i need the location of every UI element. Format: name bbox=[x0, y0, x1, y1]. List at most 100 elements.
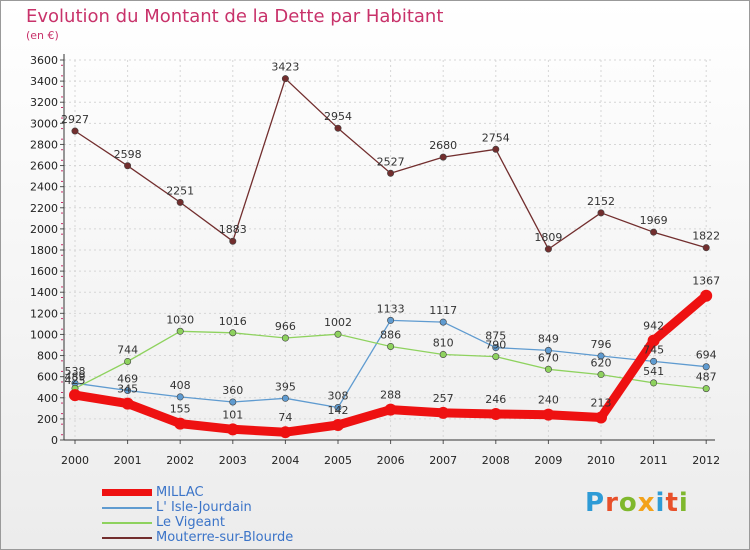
y-tick-label: 1800 bbox=[30, 244, 58, 257]
data-point bbox=[387, 169, 395, 177]
data-label: 308 bbox=[328, 389, 349, 402]
data-label: 796 bbox=[591, 338, 612, 351]
data-point bbox=[281, 334, 289, 342]
data-point bbox=[121, 397, 134, 410]
y-tick-label: 600 bbox=[37, 371, 58, 384]
chart-legend: MILLAC L' Isle-Jourdain Le Vigeant Mouterre… bbox=[102, 485, 293, 545]
data-label: 966 bbox=[275, 320, 296, 333]
y-tick-label: 2400 bbox=[30, 181, 58, 194]
data-point bbox=[650, 379, 658, 387]
data-point bbox=[647, 334, 660, 347]
data-label: 1016 bbox=[219, 315, 247, 328]
data-point bbox=[595, 411, 607, 424]
y-tick-label: 2800 bbox=[30, 138, 58, 151]
x-tick-label: 2005 bbox=[324, 454, 352, 467]
data-label: 1883 bbox=[219, 223, 247, 236]
data-label: 395 bbox=[275, 380, 296, 393]
y-tick-label: 800 bbox=[37, 350, 58, 363]
data-label: 694 bbox=[696, 349, 717, 362]
data-point bbox=[492, 344, 500, 352]
data-point bbox=[334, 330, 342, 338]
data-point bbox=[229, 329, 237, 337]
data-point bbox=[702, 244, 710, 252]
legend-swatch bbox=[102, 521, 152, 524]
data-label: 408 bbox=[170, 379, 191, 392]
unit-label: (en €) bbox=[26, 29, 59, 42]
data-label: 246 bbox=[485, 393, 506, 406]
data-label: 487 bbox=[696, 371, 717, 384]
y-tick-label: 2600 bbox=[30, 160, 58, 173]
legend-item: L' Isle-Jourdain bbox=[102, 500, 293, 515]
y-tick-label: 1200 bbox=[30, 307, 58, 320]
legend-item: Le Vigeant bbox=[102, 515, 293, 530]
data-label: 1002 bbox=[324, 316, 352, 329]
data-point bbox=[597, 209, 605, 217]
legend-swatch bbox=[102, 489, 152, 496]
data-label: 257 bbox=[433, 392, 454, 405]
data-point bbox=[176, 327, 184, 335]
x-tick-label: 2003 bbox=[219, 454, 247, 467]
data-label: 810 bbox=[433, 337, 454, 350]
data-point bbox=[439, 350, 447, 358]
data-label: 1133 bbox=[377, 302, 405, 315]
data-point bbox=[387, 342, 395, 350]
data-label: 790 bbox=[485, 339, 506, 352]
data-label: 538 bbox=[65, 365, 86, 378]
x-tick-label: 2009 bbox=[534, 454, 562, 467]
data-label: 2680 bbox=[429, 139, 457, 152]
data-point bbox=[229, 237, 237, 245]
y-tick-label: 1000 bbox=[30, 328, 58, 341]
x-tick-label: 2002 bbox=[166, 454, 194, 467]
y-tick-label: 0 bbox=[51, 434, 58, 447]
data-label: 942 bbox=[643, 320, 664, 333]
logo-letter: x bbox=[637, 488, 656, 518]
y-tick-label: 3600 bbox=[30, 54, 58, 67]
data-point bbox=[544, 245, 552, 253]
data-point bbox=[650, 357, 658, 365]
data-point bbox=[544, 365, 552, 373]
data-label: 360 bbox=[222, 384, 243, 397]
data-label: 142 bbox=[328, 404, 349, 417]
data-point bbox=[176, 198, 184, 206]
x-tick-label: 2001 bbox=[114, 454, 142, 467]
x-tick-label: 2008 bbox=[482, 454, 510, 467]
y-tick-label: 400 bbox=[37, 392, 58, 405]
logo-letter: t bbox=[665, 488, 679, 518]
legend-swatch bbox=[102, 506, 152, 509]
logo-letter: i bbox=[655, 488, 666, 518]
data-label: 1117 bbox=[429, 304, 457, 317]
legend-item: Mouterre-sur-Blourde bbox=[102, 530, 293, 545]
data-point bbox=[71, 127, 79, 135]
data-label: 1030 bbox=[166, 313, 194, 326]
data-label: 541 bbox=[643, 365, 664, 378]
data-label: 2598 bbox=[114, 148, 142, 161]
x-tick-label: 2007 bbox=[429, 454, 457, 467]
data-point bbox=[492, 145, 500, 153]
data-point bbox=[281, 75, 289, 83]
data-label: 288 bbox=[380, 389, 401, 402]
data-label: 3423 bbox=[271, 61, 299, 74]
data-label: 2754 bbox=[482, 131, 510, 144]
data-label: 1969 bbox=[640, 214, 668, 227]
legend-label: Le Vigeant bbox=[156, 515, 225, 530]
data-label: 345 bbox=[117, 383, 138, 396]
x-tick-label: 2000 bbox=[61, 454, 89, 467]
data-point bbox=[387, 316, 395, 324]
data-label: 74 bbox=[278, 411, 292, 424]
y-tick-label: 3000 bbox=[30, 117, 58, 130]
y-tick-label: 1400 bbox=[30, 286, 58, 299]
data-point bbox=[281, 394, 289, 402]
x-tick-label: 2011 bbox=[640, 454, 668, 467]
data-point bbox=[597, 352, 605, 360]
data-point bbox=[437, 406, 450, 419]
data-label: 101 bbox=[222, 408, 243, 421]
data-point bbox=[174, 417, 187, 430]
data-label: 489 bbox=[65, 370, 86, 383]
data-label: 744 bbox=[117, 343, 138, 356]
data-label: 425 bbox=[65, 374, 86, 387]
data-label: 875 bbox=[485, 330, 506, 343]
data-point bbox=[332, 419, 344, 432]
y-tick-label: 2200 bbox=[30, 202, 58, 215]
